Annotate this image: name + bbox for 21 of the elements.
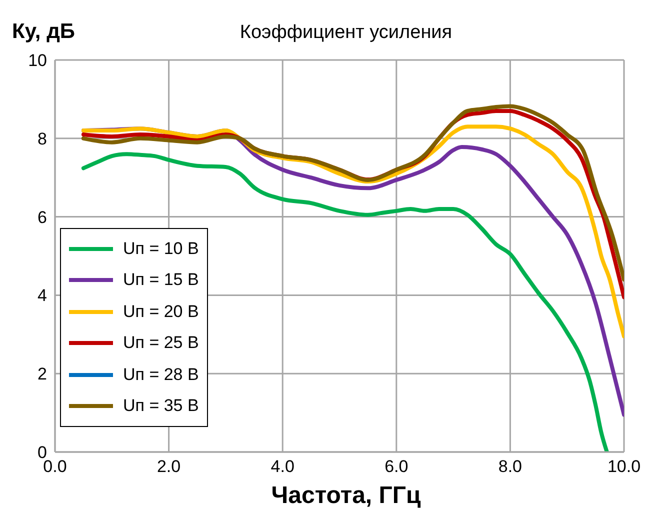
x-tick-label: 2.0: [156, 457, 181, 476]
y-tick-label: 2: [38, 364, 47, 384]
chart-title: Коэффициент усиления: [240, 22, 452, 43]
line-series: [81, 152, 609, 452]
x-tick-label: 6.0: [384, 457, 408, 476]
x-axis-title: Частота, ГГц: [270, 482, 422, 510]
x-tick-label: 10.0: [607, 457, 641, 476]
x-tick-label: 8.0: [498, 457, 522, 476]
x-tick-label: 0.0: [43, 457, 67, 476]
y-axis-title: Ку, дБ: [12, 20, 76, 44]
y-tick-label: 4: [38, 286, 47, 306]
legend-label: Uп = 10 В: [123, 238, 199, 259]
legend-label: Uп = 35 В: [123, 396, 199, 416]
legend-label: Uп = 20 В: [123, 302, 199, 322]
y-tick-label: 8: [38, 129, 47, 148]
y-tick-label: 10: [28, 51, 47, 70]
legend-label: Uп = 28 В: [123, 364, 199, 385]
x-tick-label: 4.0: [270, 457, 294, 476]
legend-label: Uп = 15 В: [123, 270, 199, 290]
legend-label: Uп = 25 В: [123, 333, 199, 354]
y-tick-label: 6: [38, 208, 47, 227]
